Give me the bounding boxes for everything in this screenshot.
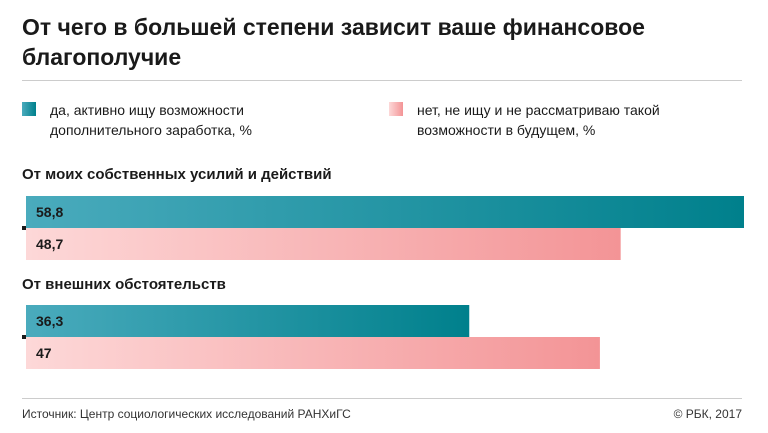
data-label-no-1: 47 — [36, 345, 52, 361]
legend-swatch-yes — [22, 102, 36, 116]
axis-marker-1 — [22, 335, 26, 339]
axis-marker-0 — [22, 226, 26, 230]
data-label-yes-0: 58,8 — [36, 204, 63, 220]
bar-yes-0 — [26, 196, 744, 228]
copyright: © РБК, 2017 — [673, 407, 742, 421]
category-label-own-efforts: От моих собственных усилий и действий — [22, 166, 332, 183]
source-note: Источник: Центр социологических исследов… — [22, 407, 351, 421]
data-label-no-0: 48,7 — [36, 236, 63, 252]
legend-swatch-no — [389, 102, 403, 116]
title-divider — [22, 80, 742, 81]
legend-item-no: нет, не ищу и не рассматриваю такой возм… — [389, 100, 677, 140]
chart-title: От чего в большей степени зависит ваше ф… — [22, 14, 645, 70]
bar-no-1 — [26, 337, 600, 369]
category-label-external: От внешних обстоятельств — [22, 276, 226, 293]
bar-yes-1 — [26, 305, 470, 337]
footer-divider — [22, 398, 742, 399]
bar-no-0 — [26, 228, 621, 260]
legend-label-yes: да, активно ищу возможности дополнительн… — [50, 102, 252, 138]
data-label-yes-1: 36,3 — [36, 313, 63, 329]
legend-label-no: нет, не ищу и не рассматриваю такой возм… — [417, 102, 660, 138]
legend-item-yes: да, активно ищу возможности дополнительн… — [22, 100, 310, 140]
